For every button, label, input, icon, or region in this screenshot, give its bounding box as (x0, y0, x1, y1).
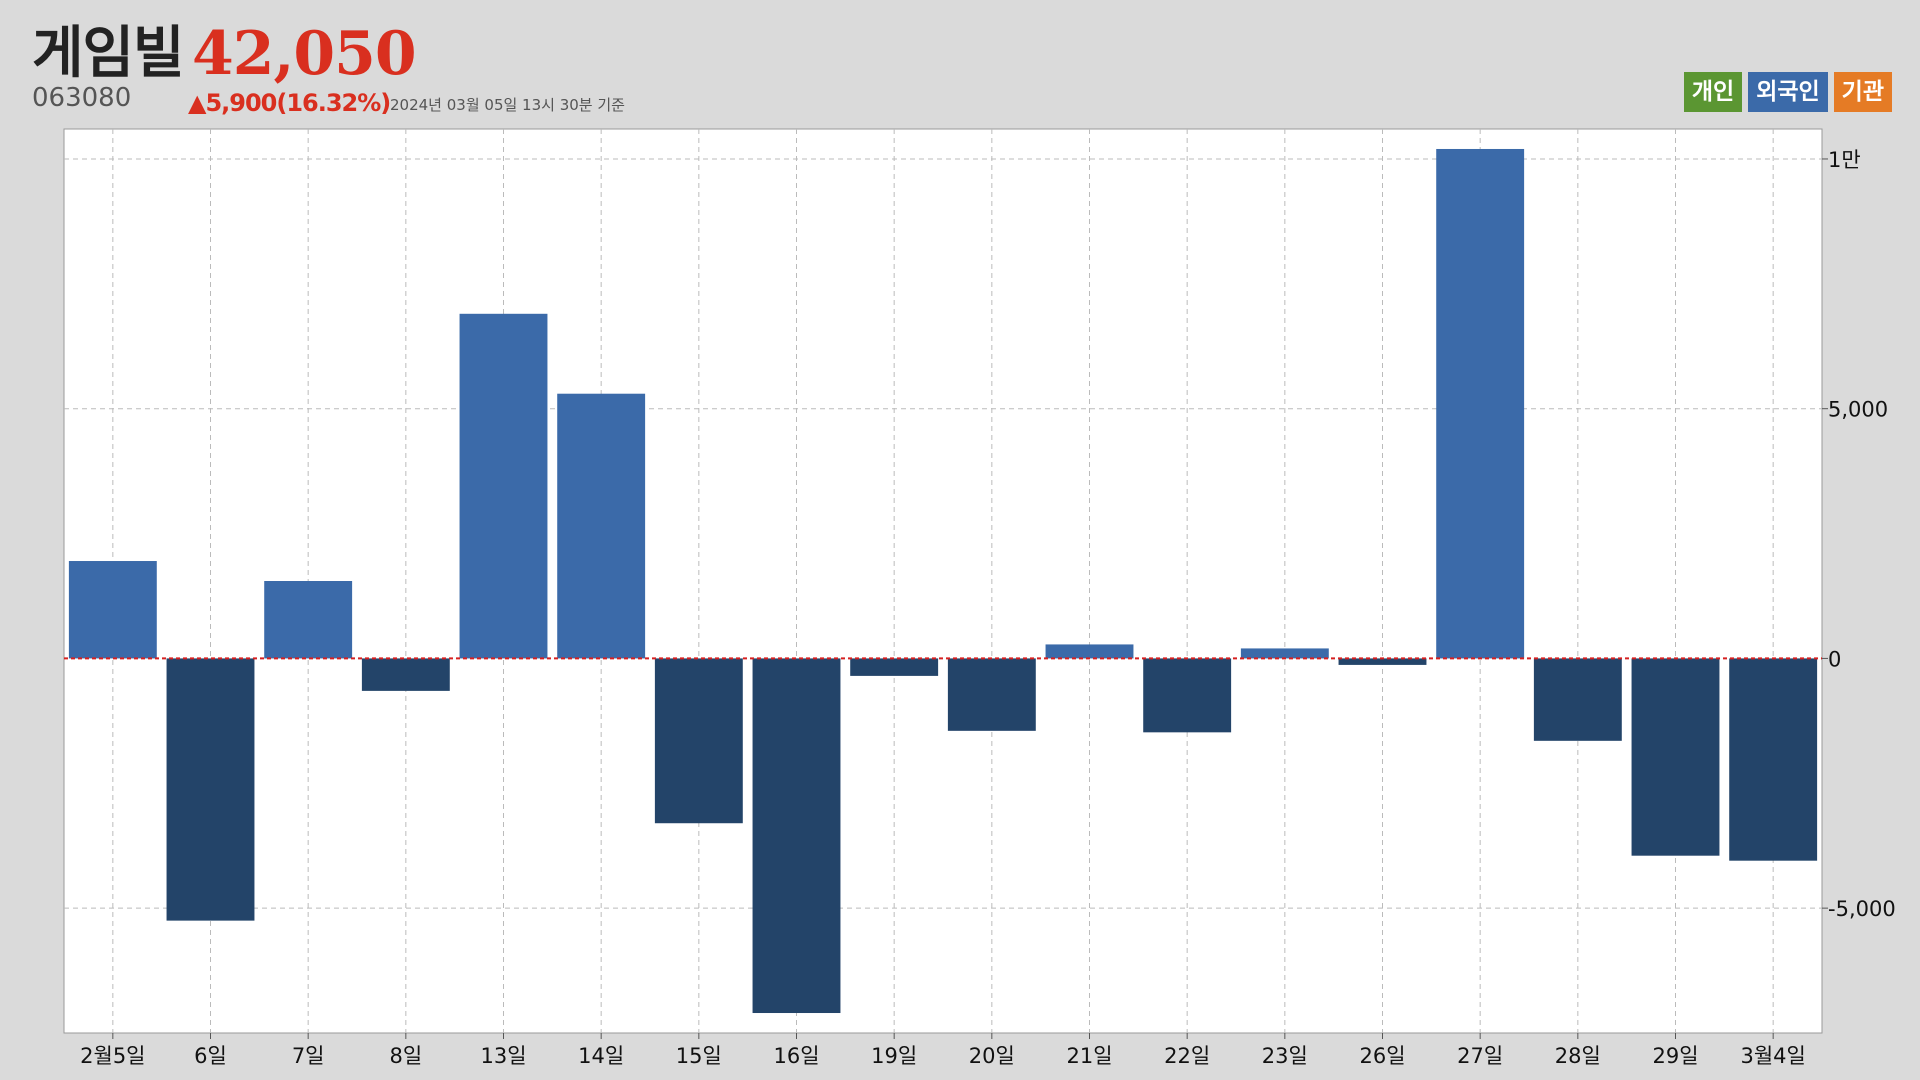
x-tick-label: 20일 (969, 1044, 1015, 1068)
legend-institution[interactable]: 기관 (1833, 72, 1892, 112)
bar (1436, 148, 1525, 659)
legend-foreign[interactable]: 외국인 (1748, 72, 1828, 112)
bar (1729, 658, 1818, 861)
bar (1143, 658, 1232, 733)
bar (557, 393, 646, 659)
x-tick-label: 3월4일 (1740, 1044, 1805, 1068)
x-tick-label: 16일 (773, 1044, 819, 1068)
current-price: 42,050 (192, 19, 417, 89)
x-tick-label: 29일 (1652, 1044, 1698, 1068)
y-tick-label: 0 (1828, 647, 1841, 671)
x-tick-label: 14일 (578, 1044, 624, 1068)
bar (1240, 648, 1329, 659)
bar (1631, 658, 1720, 856)
x-tick-label: 13일 (480, 1044, 526, 1068)
bar (947, 658, 1036, 731)
bar (361, 658, 450, 691)
y-tick-label: -5,000 (1828, 897, 1896, 921)
x-tick-label: 6일 (194, 1044, 227, 1068)
x-tick-label: 27일 (1457, 1044, 1503, 1068)
stock-code: 063080 (32, 83, 132, 113)
y-tick-label: 5,000 (1828, 398, 1888, 422)
x-tick-label: 26일 (1359, 1044, 1405, 1068)
legend: 개인 외국인 기관 (1683, 72, 1892, 112)
x-tick-label: 23일 (1262, 1044, 1308, 1068)
bar (68, 561, 157, 659)
x-tick-label: 8일 (389, 1044, 422, 1068)
stock-name: 게임빌 (32, 21, 185, 86)
bar (1045, 644, 1134, 659)
bar (752, 658, 841, 1014)
timestamp: 2024년 03월 05일 13시 30분 기준 (390, 96, 625, 114)
chart-header: 게임빌 063080 42,050 ▲5,900(16.32%) 2024년 0… (32, 22, 1892, 122)
bar (850, 658, 939, 676)
x-tick-label: 7일 (292, 1044, 325, 1068)
x-tick-label: 2월5일 (80, 1044, 145, 1068)
bar (654, 658, 743, 824)
bar (1533, 658, 1622, 741)
plot-area (63, 128, 1823, 1034)
x-tick-label: 19일 (871, 1044, 917, 1068)
bar (459, 313, 548, 659)
bar (166, 658, 255, 921)
y-tick-label: 1만 (1828, 148, 1861, 172)
legend-individual[interactable]: 개인 (1683, 72, 1743, 112)
price-change: ▲5,900(16.32%) (188, 89, 391, 117)
x-tick-label: 21일 (1066, 1044, 1112, 1068)
bar (264, 581, 353, 659)
x-tick-label: 22일 (1164, 1044, 1210, 1068)
bar (1338, 658, 1427, 665)
x-tick-label: 28일 (1555, 1044, 1601, 1068)
x-tick-label: 15일 (676, 1044, 722, 1068)
